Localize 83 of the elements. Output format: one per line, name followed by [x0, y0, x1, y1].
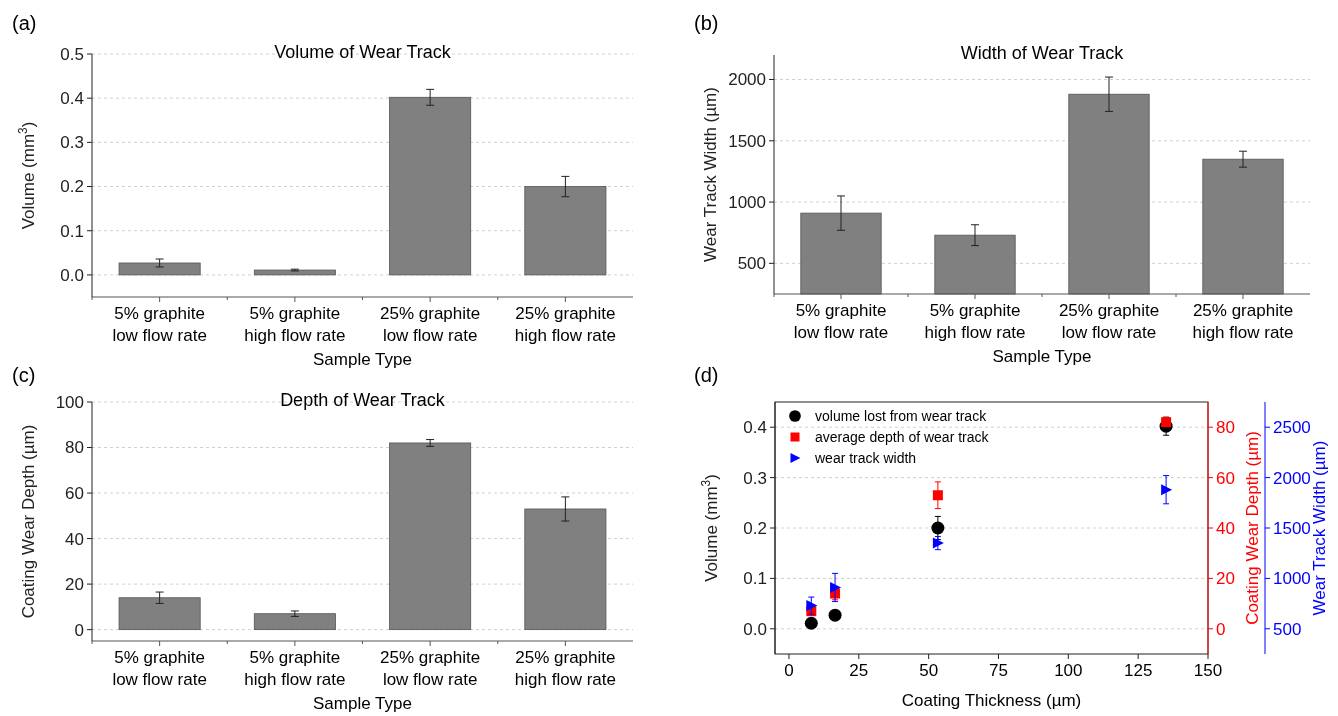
x-tick-label: 25% graphite low flow rate	[380, 304, 481, 345]
x-tick-label: 150	[1193, 661, 1223, 680]
y-tick-label: 0.3	[743, 468, 767, 488]
legend-label: average depth of wear track	[815, 428, 990, 445]
y3-axis-title: Wear Track Width (µm)	[1310, 440, 1329, 616]
bar	[524, 186, 607, 276]
x-tick-label: 5% graphite low flow rate	[112, 304, 207, 345]
y-tick-label: 0.4	[743, 418, 767, 438]
text: (c)	[12, 364, 36, 386]
y-tick-label: 0.1	[743, 569, 767, 589]
y-tick-label: 1500	[728, 131, 766, 151]
text: (d)	[694, 364, 719, 386]
y3-tick-label: 500	[1273, 619, 1302, 639]
point	[804, 616, 818, 630]
x-tick-label: 25% graphite high flow rate	[514, 648, 616, 689]
point	[932, 490, 943, 501]
text: (a)	[12, 12, 37, 34]
point	[1161, 484, 1173, 496]
x-tick-label: 125	[1123, 661, 1153, 680]
y-tick-label: 0.0	[60, 265, 84, 285]
y-tick-label: 0.1	[60, 221, 84, 241]
x-tick-label: 25% graphite low flow rate	[1058, 301, 1160, 342]
y2-tick-label: 80	[1216, 418, 1235, 438]
y-axis-title: Coating Wear Depth (µm)	[19, 424, 38, 619]
x-tick-label: 25	[849, 661, 869, 680]
bar	[253, 269, 336, 276]
y3-tick-label: 2500	[1273, 418, 1311, 438]
x-axis-title: Coating Thickness (µm)	[901, 691, 1082, 710]
y3-tick-label: 2000	[1273, 468, 1311, 488]
x-tick-label: 0	[784, 661, 794, 680]
y-tick-label: 20	[65, 575, 84, 595]
x-tick-label: 25% graphite high flow rate	[1192, 301, 1294, 342]
y2-axis-title: Coating Wear Depth (µm)	[1243, 431, 1262, 625]
y-tick-label: 0.5	[60, 44, 84, 64]
y-tick-label: 500	[737, 254, 766, 274]
y2-tick-label: 40	[1216, 518, 1235, 538]
y-tick-label: 40	[65, 529, 84, 549]
y-tick-label: 80	[65, 438, 84, 458]
y-tick-label: 0	[74, 620, 84, 640]
x-tick-label: 5% graphite high flow rate	[924, 301, 1026, 342]
y-tick-label: 60	[65, 484, 84, 503]
chart-title: Depth of Wear Track	[280, 390, 446, 410]
point	[931, 521, 945, 535]
y-axis-title: Wear Track Width (µm)	[701, 87, 720, 262]
y2-tick-label: 0	[1216, 619, 1226, 639]
x-axis-title: Sample Type	[313, 350, 412, 369]
chart-title: Width of Wear Track	[960, 43, 1125, 63]
x-tick-label: 5% graphite high flow rate	[244, 304, 346, 345]
y-tick-label: 0.3	[60, 133, 84, 153]
y2-tick-label: 60	[1216, 468, 1235, 488]
x-tick-label: 100	[1054, 661, 1083, 680]
y3-tick-label: 1000	[1273, 569, 1311, 589]
legend-label: wear track width	[814, 449, 917, 466]
point	[828, 608, 842, 622]
y-tick-label: 0.0	[743, 619, 767, 639]
bar	[118, 262, 201, 276]
x-tick-label: 25% graphite high flow rate	[514, 304, 616, 345]
bar	[524, 508, 607, 631]
x-axis-title: Sample Type	[313, 694, 412, 713]
x-tick-label: 5% graphite low flow rate	[793, 301, 889, 342]
y-tick-label: 100	[55, 392, 84, 412]
bar	[389, 96, 472, 276]
bar	[389, 442, 472, 631]
x-tick-label: 75	[989, 661, 1008, 680]
x-tick-label: 25% graphite low flow rate	[380, 648, 481, 689]
y-tick-label: 2000	[728, 70, 766, 90]
legend-label: volume lost from wear track	[815, 407, 988, 424]
point	[806, 600, 818, 612]
text: (b)	[694, 12, 719, 34]
x-tick-label: 5% graphite high flow rate	[244, 648, 346, 689]
x-tick-label: 5% graphite low flow rate	[112, 648, 207, 689]
x-axis-title: Sample Type	[992, 347, 1092, 366]
bar	[253, 613, 336, 631]
bar	[118, 597, 201, 631]
point	[830, 581, 842, 593]
y-tick-label: 0.4	[60, 89, 84, 109]
y-tick-label: 0.2	[60, 177, 84, 197]
chart-title: Volume of Wear Track	[274, 42, 452, 62]
y2-tick-label: 20	[1216, 569, 1235, 589]
y3-tick-label: 1500	[1273, 518, 1311, 538]
y-tick-label: 0.2	[743, 518, 767, 538]
x-tick-label: 50	[919, 661, 939, 680]
y-tick-label: 1000	[728, 193, 766, 213]
